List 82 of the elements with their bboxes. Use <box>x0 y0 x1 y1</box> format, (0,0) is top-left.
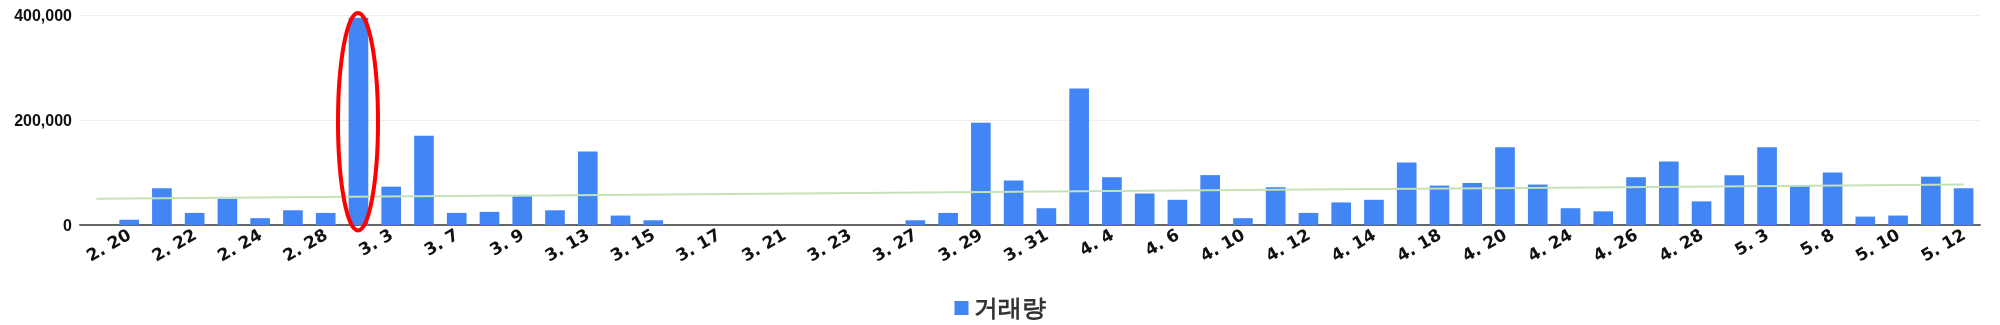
bar <box>479 211 500 225</box>
bar <box>1265 187 1286 225</box>
bar <box>1102 177 1122 225</box>
bar <box>577 151 598 225</box>
x-tick-label: 3. 17 <box>672 224 724 266</box>
x-tick-label: 5. 8 <box>1796 224 1838 260</box>
bar <box>1233 218 1253 225</box>
x-tick-label: 4. 20 <box>1458 224 1510 266</box>
bar <box>283 210 303 225</box>
x-tick-label: 4. 4 <box>1075 224 1118 260</box>
x-tick-label: 2. 24 <box>213 224 266 266</box>
y-tick-label: 400,000 <box>14 6 73 24</box>
bar <box>1462 183 1483 225</box>
bar <box>1593 211 1614 225</box>
x-tick-label: 3. 9 <box>486 224 528 260</box>
bar <box>1069 88 1089 225</box>
x-tick-label: 3. 13 <box>541 224 593 266</box>
bar <box>184 212 205 225</box>
x-tick-label: 3. 3 <box>355 224 397 260</box>
bar <box>119 219 139 225</box>
x-tick-label: 2. 20 <box>82 224 135 266</box>
bar <box>512 196 533 225</box>
x-tick-label: 3. 27 <box>868 224 921 266</box>
bar <box>643 220 664 225</box>
bar <box>1331 202 1352 225</box>
bar <box>1953 188 1974 225</box>
bar <box>315 212 336 225</box>
bar <box>938 212 958 225</box>
bar <box>1036 208 1057 225</box>
x-tick-label: 4. 10 <box>1196 224 1248 266</box>
bar <box>381 186 402 225</box>
bar <box>1724 175 1745 225</box>
x-tick-label: 4. 14 <box>1327 224 1380 266</box>
bar <box>1298 212 1319 225</box>
x-tick-label: 3. 31 <box>999 224 1052 266</box>
bar <box>1757 147 1777 225</box>
y-tick-label: 0 <box>63 216 73 234</box>
bar <box>1658 161 1679 225</box>
bar <box>1855 216 1876 225</box>
y-tick-label: 200,000 <box>14 111 73 129</box>
bar <box>905 220 926 225</box>
bar <box>545 210 565 225</box>
bar <box>1429 185 1450 225</box>
bar <box>1495 147 1515 225</box>
x-tick-label: 2. 28 <box>279 224 331 266</box>
bar <box>971 122 991 225</box>
bar <box>217 198 238 225</box>
bar <box>1822 172 1843 225</box>
x-tick-label: 4. 12 <box>1262 224 1314 266</box>
x-tick-label: 5. 3 <box>1730 224 1773 260</box>
bar <box>1626 177 1646 225</box>
bar <box>1921 176 1941 225</box>
x-tick-label: 3. 23 <box>803 224 855 266</box>
bar <box>1691 201 1712 225</box>
bar <box>1888 215 1908 225</box>
bar <box>1364 199 1384 225</box>
bar <box>610 215 631 225</box>
bar <box>1200 175 1220 225</box>
x-tick-label: 5. 12 <box>1917 224 1969 266</box>
x-tick-label: 2. 22 <box>148 224 200 266</box>
bar <box>1396 162 1417 225</box>
x-tick-label: 3. 15 <box>606 224 659 266</box>
bar <box>1167 199 1188 225</box>
bar <box>1790 185 1810 225</box>
x-tick-label: 5. 10 <box>1851 224 1904 266</box>
x-tick-label: 4. 18 <box>1393 224 1445 266</box>
x-tick-label: 4. 26 <box>1589 224 1642 266</box>
x-tick-label: 3. 7 <box>420 224 462 260</box>
bar <box>1134 193 1155 225</box>
bar <box>1003 180 1024 225</box>
x-tick-label: 4. 6 <box>1141 224 1183 260</box>
x-tick-label: 3. 29 <box>934 224 986 266</box>
x-tick-label: 4. 28 <box>1655 224 1707 266</box>
bar <box>446 212 467 225</box>
bar <box>1527 184 1548 225</box>
bar <box>1560 208 1581 225</box>
bar <box>250 218 270 225</box>
bar <box>414 135 434 225</box>
x-tick-label: 4. 24 <box>1524 224 1576 266</box>
legend-label: 거래량 <box>973 294 1046 322</box>
x-tick-label: 3. 21 <box>737 224 790 266</box>
bar <box>152 188 172 225</box>
